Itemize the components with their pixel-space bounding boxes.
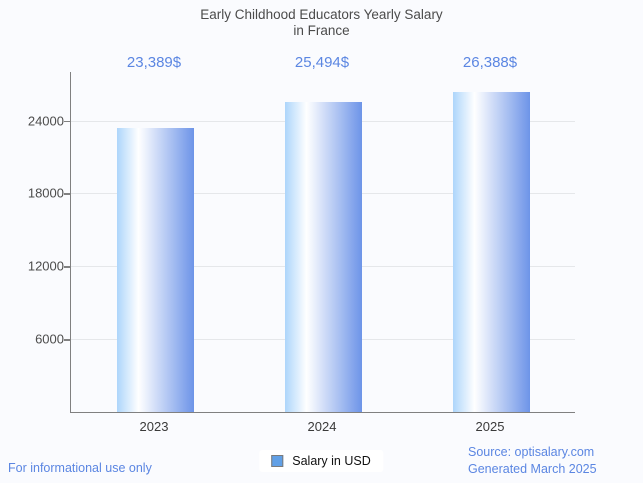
legend-swatch-icon xyxy=(271,455,284,467)
bar-value-label: 26,388$ xyxy=(462,54,518,71)
y-axis-tick xyxy=(64,339,70,341)
y-axis-tick-label: 6000 xyxy=(35,331,64,347)
y-axis-tick-label: 18000 xyxy=(27,185,64,201)
y-axis-tick-label: 24000 xyxy=(27,113,64,129)
bar-value-label: 25,494$ xyxy=(294,54,350,71)
y-axis-tick xyxy=(64,193,70,195)
x-axis-label-2024: 2024 xyxy=(307,419,337,434)
bar-2023 xyxy=(116,128,194,412)
y-axis-tick xyxy=(64,120,70,123)
bar-2025 xyxy=(452,91,530,412)
chart-title: Early Childhood Educators Yearly Salary … xyxy=(0,7,643,38)
generated-text: Generated March 2025 xyxy=(468,462,597,476)
source-attribution: Source: optisalary.com Generated March 2… xyxy=(468,444,597,478)
chart-title-line1: Early Childhood Educators Yearly Salary xyxy=(200,7,443,22)
x-axis-label-2023: 2023 xyxy=(139,419,169,434)
disclaimer-text: For informational use only xyxy=(8,461,152,475)
bar-2024 xyxy=(284,102,362,412)
chart-title-line2: in France xyxy=(293,22,350,38)
legend-label: Salary in USD xyxy=(292,454,371,468)
x-axis-label-2025: 2025 xyxy=(475,419,505,434)
source-text: Source: optisalary.com xyxy=(468,445,595,459)
bar-value-label: 23,389$ xyxy=(126,54,182,71)
plot-area xyxy=(64,72,575,413)
y-axis-tick xyxy=(64,266,70,268)
y-axis-tick-label: 12000 xyxy=(27,258,64,274)
chart-legend: Salary in USD xyxy=(259,450,383,472)
